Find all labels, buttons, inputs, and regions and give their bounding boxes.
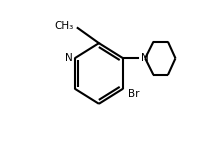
Text: N: N (65, 53, 72, 63)
Text: CH₃: CH₃ (54, 21, 73, 31)
Text: N: N (141, 53, 148, 63)
Text: Br: Br (129, 89, 140, 99)
